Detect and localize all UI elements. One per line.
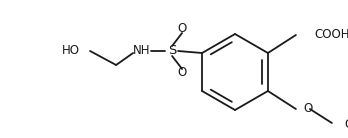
Text: COOH: COOH (314, 29, 348, 42)
Text: NH: NH (133, 44, 151, 58)
Text: O: O (177, 22, 187, 35)
Text: CH₃: CH₃ (344, 119, 348, 132)
Text: HO: HO (62, 44, 80, 58)
Text: O: O (177, 67, 187, 79)
Text: O: O (303, 103, 312, 116)
Text: S: S (168, 44, 176, 58)
